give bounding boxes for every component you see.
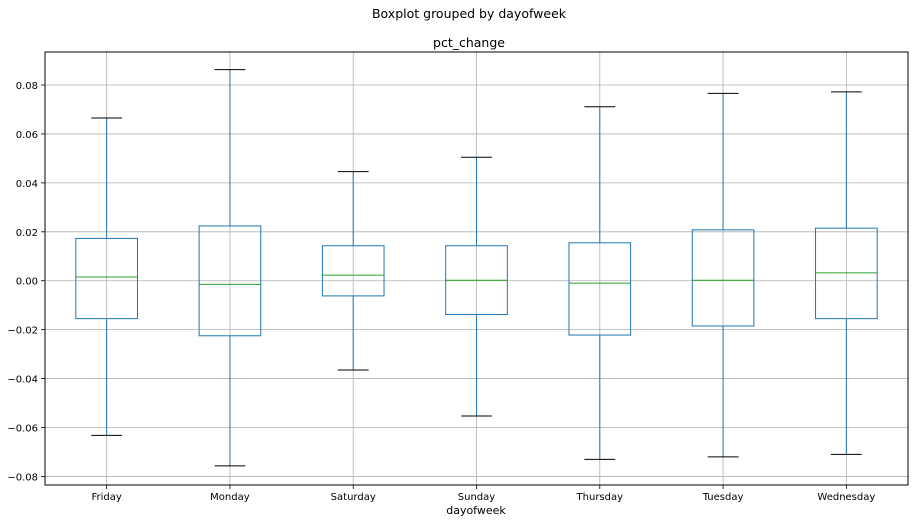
iqr-box	[75, 237, 138, 320]
plot-title: pct_change	[433, 35, 505, 50]
y-tick-label: 0.02	[16, 228, 38, 239]
box-monday	[198, 69, 262, 467]
x-tick-label: Saturday	[331, 492, 376, 503]
box-sunday	[445, 156, 508, 417]
iqr-box	[321, 245, 385, 297]
box-series	[75, 69, 878, 467]
box-tuesday	[691, 92, 755, 458]
iqr-box	[691, 229, 755, 327]
y-tick-label: −0.04	[7, 375, 38, 386]
x-tick-label: Friday	[91, 492, 121, 503]
y-tick-label: −0.08	[7, 472, 38, 483]
gridlines	[45, 52, 908, 485]
iqr-box	[568, 242, 632, 336]
x-tick-label: Thursday	[576, 492, 624, 503]
iqr-box	[198, 225, 262, 337]
y-axis: −0.08 −0.06 −0.04 −0.02 0.00 0.02 0.04 0.06 0.08	[7, 81, 45, 483]
x-axis: Friday Monday Saturday Sunday Thursday Tuesda…	[91, 485, 875, 503]
y-tick-label: 0.04	[16, 179, 38, 190]
y-tick-label: 0.06	[16, 130, 38, 141]
x-tick-label: Tuesday	[702, 492, 744, 503]
y-tick-label: 0.08	[16, 81, 38, 92]
x-tick-label: Wednesday	[817, 492, 875, 503]
y-tick-label: −0.06	[7, 424, 38, 435]
box-friday	[75, 117, 138, 436]
box-saturday	[321, 171, 385, 371]
box-thursday	[568, 106, 632, 460]
y-tick-label: −0.02	[7, 326, 38, 337]
x-axis-label: dayofweek	[446, 504, 506, 517]
box-wednesday	[815, 91, 878, 455]
x-tick-label: Monday	[210, 492, 250, 503]
y-tick-label: 0.00	[16, 277, 38, 288]
x-tick-label: Sunday	[458, 492, 495, 503]
figure-suptitle: Boxplot grouped by dayofweek	[372, 6, 567, 21]
